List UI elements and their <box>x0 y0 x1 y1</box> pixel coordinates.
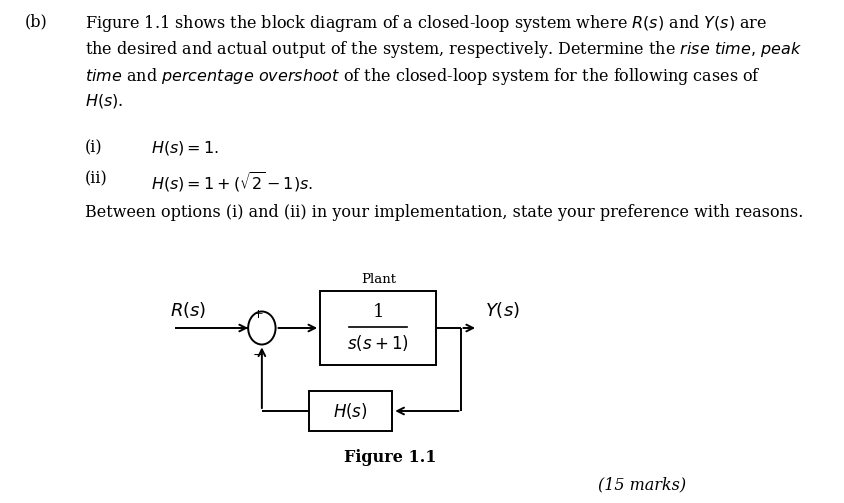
Text: Plant: Plant <box>360 273 395 286</box>
Bar <box>309 391 392 431</box>
Text: $H(s) = 1 + (\sqrt{2} - 1)s.$: $H(s) = 1 + (\sqrt{2} - 1)s.$ <box>151 170 313 194</box>
Text: $R(s)$: $R(s)$ <box>170 300 207 320</box>
Text: $H(s)$: $H(s)$ <box>333 401 368 421</box>
Text: Figure 1.1: Figure 1.1 <box>344 449 436 466</box>
Text: Between options (i) and (ii) in your implementation, state your preference with : Between options (i) and (ii) in your imp… <box>84 204 802 221</box>
Text: $H(s)$.: $H(s)$. <box>84 93 123 111</box>
Text: (b): (b) <box>25 13 47 30</box>
Text: $H(s) = 1.$: $H(s) = 1.$ <box>151 139 219 157</box>
Text: (i): (i) <box>84 139 102 156</box>
Bar <box>320 291 436 365</box>
Text: 1: 1 <box>372 303 383 321</box>
Text: $s(s + 1)$: $s(s + 1)$ <box>347 333 408 353</box>
Text: +: + <box>252 308 263 321</box>
Text: the desired and actual output of the system, respectively. Determine the $\it{ri: the desired and actual output of the sys… <box>84 40 801 60</box>
Text: −: − <box>252 349 264 362</box>
Text: $\it{time}$ and $\it{percentage\ overshoot}$ of the closed-loop system for the f: $\it{time}$ and $\it{percentage\ oversho… <box>84 66 760 87</box>
Text: (ii): (ii) <box>84 170 107 187</box>
Text: $Y(s)$: $Y(s)$ <box>484 300 519 320</box>
Text: (15 marks): (15 marks) <box>597 476 685 493</box>
Text: Figure 1.1 shows the block diagram of a closed-loop system where $R(s)$ and $Y(s: Figure 1.1 shows the block diagram of a … <box>84 13 766 34</box>
